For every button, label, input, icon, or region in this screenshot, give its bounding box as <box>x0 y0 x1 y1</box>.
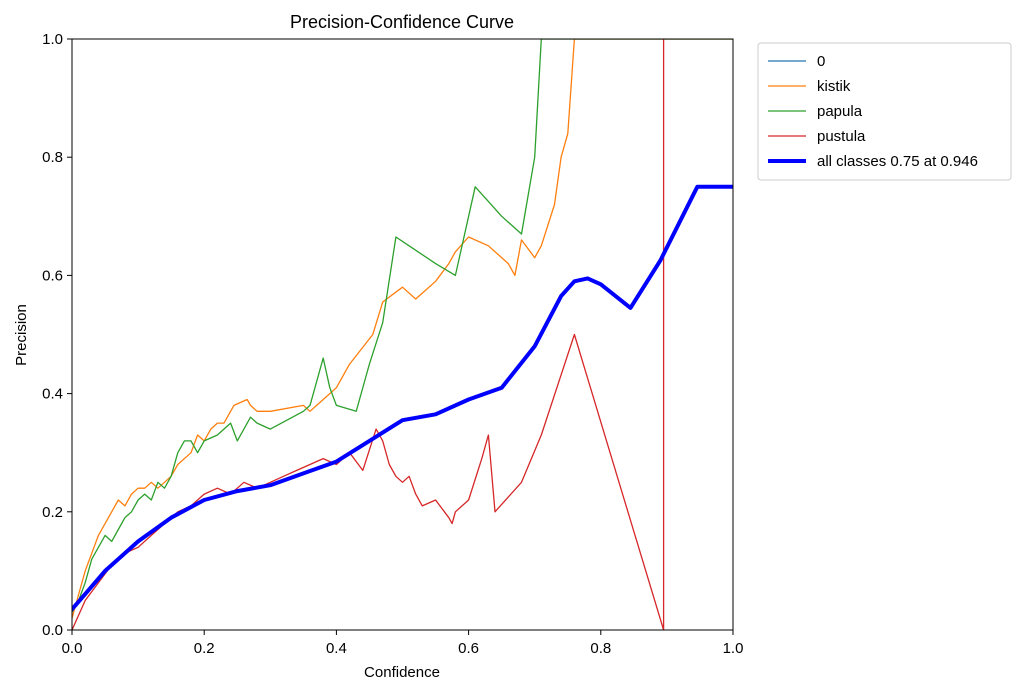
y-tick-label: 0.6 <box>42 267 63 284</box>
legend-label-1: kistik <box>817 78 851 95</box>
y-axis-ticks: 0.0 0.2 0.4 0.6 0.8 1.0 <box>42 31 72 639</box>
series-line-3 <box>72 39 665 630</box>
series-layer <box>72 39 733 630</box>
x-tick-label: 0.6 <box>458 640 479 657</box>
y-tick-label: 0.0 <box>42 622 63 639</box>
x-tick-label: 1.0 <box>723 640 744 657</box>
y-tick-label: 1.0 <box>42 31 63 48</box>
y-tick-label: 0.8 <box>42 149 63 166</box>
series-line-1 <box>72 39 733 619</box>
legend-label-4: all classes 0.75 at 0.946 <box>817 153 978 170</box>
legend-frame <box>757 42 1012 181</box>
legend: 0 kistik papula pustula all classes 0.75 at … <box>757 42 1012 181</box>
x-tick-label: 0.0 <box>62 640 83 657</box>
x-axis-ticks: 0.0 0.2 0.4 0.6 0.8 1.0 <box>62 630 744 657</box>
x-tick-label: 0.8 <box>590 640 611 657</box>
legend-label-0: 0 <box>817 53 825 70</box>
y-tick-label: 0.2 <box>42 504 63 521</box>
y-tick-label: 0.4 <box>42 386 63 403</box>
plot-frame <box>71 38 734 631</box>
x-tick-label: 0.2 <box>194 640 215 657</box>
series-line-4 <box>72 184 733 612</box>
series-line-2 <box>72 39 733 613</box>
legend-label-2: papula <box>817 103 863 120</box>
x-axis-label: Confidence <box>364 664 440 681</box>
chart-title: Precision-Confidence Curve <box>290 12 514 32</box>
y-axis-label: Precision <box>13 304 30 366</box>
legend-label-3: pustula <box>817 128 866 145</box>
x-tick-label: 0.4 <box>326 640 347 657</box>
